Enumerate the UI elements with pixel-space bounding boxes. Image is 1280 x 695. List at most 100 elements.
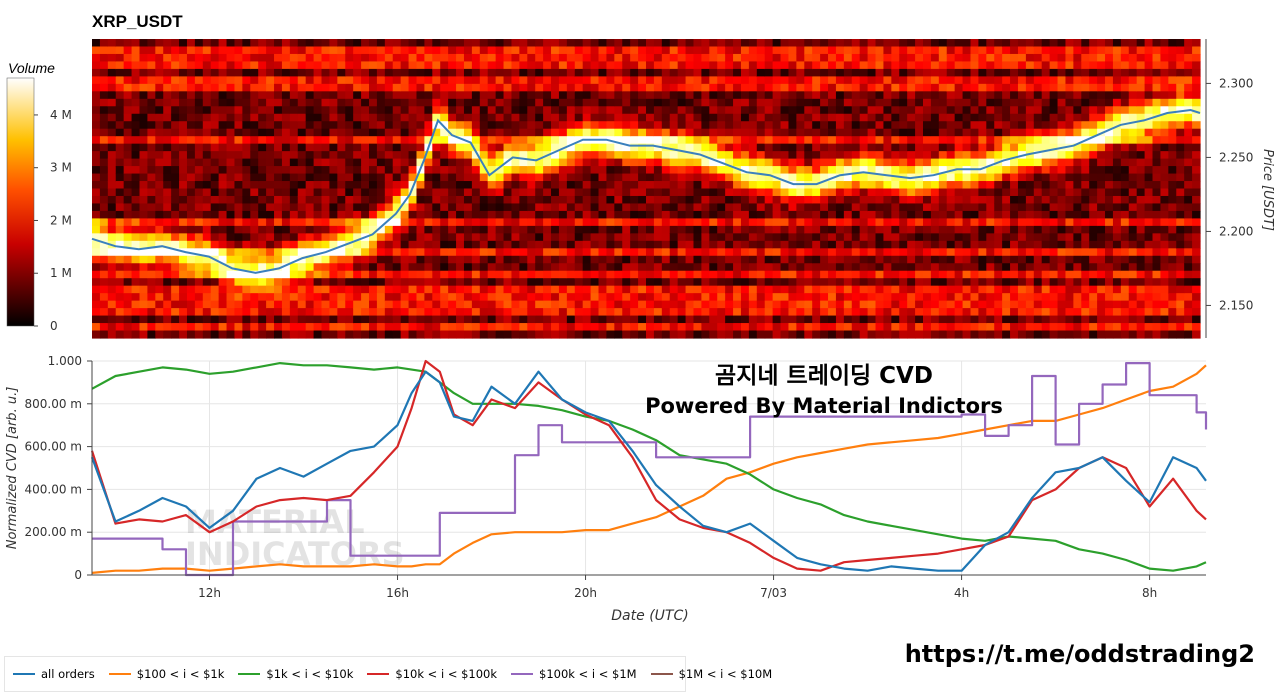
heatmap-cell [463, 248, 473, 257]
heatmap-cell [994, 143, 1003, 152]
heatmap-cell [828, 308, 837, 317]
heatmap-cell [234, 308, 243, 317]
heatmap-cell [218, 76, 228, 85]
heatmap-cell [392, 315, 402, 324]
heatmap-cell [1002, 181, 1011, 190]
heatmap-cell [891, 158, 900, 167]
heatmap-cell [107, 225, 117, 234]
heatmap-cell [1025, 300, 1035, 309]
heatmap-cell [582, 225, 592, 234]
heatmap-cell [266, 143, 275, 152]
heatmap-cell [1025, 61, 1035, 70]
heatmap-cell [558, 278, 568, 287]
heatmap-cell [653, 278, 663, 287]
heatmap-cell [788, 166, 797, 175]
heatmap-cell [717, 151, 726, 160]
heatmap-cell [289, 308, 299, 317]
heatmap-cell [361, 151, 370, 160]
heatmap-cell [416, 128, 425, 137]
heatmap-cell [677, 285, 687, 294]
heatmap-cell [622, 68, 631, 77]
heatmap-cell [463, 121, 473, 130]
heatmap-cell [313, 278, 323, 287]
heatmap-cell [962, 195, 972, 205]
heatmap-cell [234, 98, 243, 107]
heatmap-cell [440, 330, 449, 339]
heatmap-cell [115, 83, 125, 92]
heatmap-cell [820, 181, 829, 190]
heatmap-cell [511, 53, 520, 63]
heatmap-cell [376, 233, 386, 242]
heatmap-cell [376, 61, 386, 70]
heatmap-cell [835, 308, 845, 317]
heatmap-cell [1049, 270, 1059, 279]
heatmap-cell [978, 151, 987, 160]
heatmap-cell [495, 188, 505, 197]
heatmap-cell [543, 308, 552, 317]
heatmap-cell [574, 113, 584, 122]
heatmap-cell [384, 308, 394, 317]
heatmap-cell [163, 91, 172, 100]
heatmap-cell [582, 83, 592, 92]
heatmap-cell [218, 151, 228, 160]
heatmap-cell [764, 300, 774, 309]
heatmap-cell [1002, 240, 1011, 249]
heatmap-cell [693, 91, 702, 100]
heatmap-cell [511, 136, 520, 145]
heatmap-cell [123, 210, 133, 219]
heatmap-cell [266, 308, 275, 317]
heatmap-cell [424, 210, 433, 219]
heatmap-cell [281, 136, 291, 145]
heatmap-cell [646, 225, 655, 234]
heatmap-cell [471, 143, 481, 152]
heatmap-cell [733, 143, 742, 152]
heatmap-cell [946, 91, 956, 100]
heatmap-cell [669, 195, 679, 205]
heatmap-cell [859, 300, 869, 309]
heatmap-cell [558, 53, 568, 63]
heatmap-cell [194, 240, 204, 249]
heatmap-cell [163, 300, 172, 309]
heatmap-cell [218, 203, 228, 212]
heatmap-cell [479, 218, 489, 227]
heatmap-cell [1033, 136, 1043, 145]
heatmap-cell [558, 323, 568, 332]
heatmap-cell [764, 195, 774, 205]
heatmap-cell [266, 285, 275, 294]
heatmap-cell [250, 203, 259, 212]
heatmap-cell [471, 128, 481, 137]
heatmap-cell [1049, 151, 1059, 160]
heatmap-cell [1049, 136, 1059, 145]
heatmap-cell [946, 308, 956, 317]
heatmap-cell [171, 106, 180, 115]
heatmap-cell [345, 248, 354, 257]
heatmap-cell [582, 308, 592, 317]
heatmap-cell [828, 39, 837, 48]
heatmap-cell [289, 83, 299, 92]
heatmap-cell [978, 158, 987, 167]
heatmap-cell [376, 188, 386, 197]
heatmap-cell [1025, 270, 1035, 279]
heatmap-cell [788, 203, 797, 212]
heatmap-cell [456, 91, 465, 100]
heatmap-cell [171, 113, 180, 122]
heatmap-cell [820, 143, 829, 152]
heatmap-cell [266, 46, 275, 55]
heatmap-cell [266, 300, 275, 309]
heatmap-cell [463, 263, 473, 272]
heatmap-cell [1025, 278, 1035, 287]
heatmap-cell [938, 330, 948, 339]
heatmap-cell [369, 210, 378, 219]
heatmap-cell [685, 278, 695, 287]
heatmap-cell [274, 233, 283, 242]
heatmap-cell [614, 91, 623, 100]
heatmap-cell [558, 166, 568, 175]
heatmap-cell [274, 248, 283, 257]
heatmap-cell [1033, 113, 1043, 122]
heatmap-cell [764, 285, 774, 294]
heatmap-cell [353, 293, 362, 302]
heatmap-cell [796, 300, 805, 309]
heatmap-cell [701, 113, 710, 122]
heatmap-cell [1017, 181, 1027, 190]
